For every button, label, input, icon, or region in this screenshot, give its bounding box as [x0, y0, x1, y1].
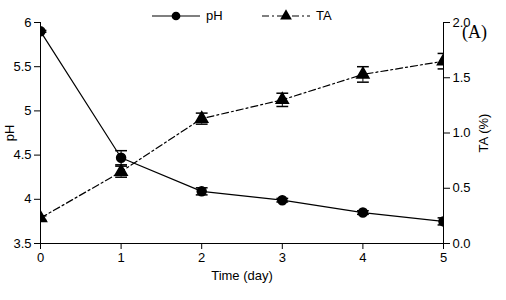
svg-text:pH: pH — [206, 8, 223, 23]
svg-text:1.0: 1.0 — [453, 125, 471, 140]
svg-text:3: 3 — [279, 250, 286, 265]
svg-text:4: 4 — [24, 191, 31, 206]
svg-text:1.5: 1.5 — [453, 70, 471, 85]
svg-text:3.5: 3.5 — [13, 236, 31, 251]
svg-text:5: 5 — [24, 103, 31, 118]
svg-text:0.5: 0.5 — [453, 180, 471, 195]
svg-text:5: 5 — [440, 250, 447, 265]
svg-text:0: 0 — [37, 250, 44, 265]
svg-text:4: 4 — [359, 250, 366, 265]
svg-text:Time (day): Time (day) — [211, 268, 273, 283]
svg-text:5.5: 5.5 — [13, 59, 31, 74]
html-text:(A): (A) — [462, 22, 487, 42]
svg-text:4.5: 4.5 — [13, 147, 31, 162]
svg-text:TA: TA — [316, 8, 332, 23]
svg-text:2.0: 2.0 — [452, 14, 471, 30]
svg-text:1: 1 — [117, 250, 124, 265]
svg-text:0.0: 0.0 — [453, 236, 471, 251]
svg-text:TA (%): TA (%) — [476, 114, 491, 153]
svg-text:2: 2 — [198, 250, 205, 265]
svg-text:pH: pH — [2, 125, 17, 142]
svg-text:6: 6 — [24, 15, 31, 30]
